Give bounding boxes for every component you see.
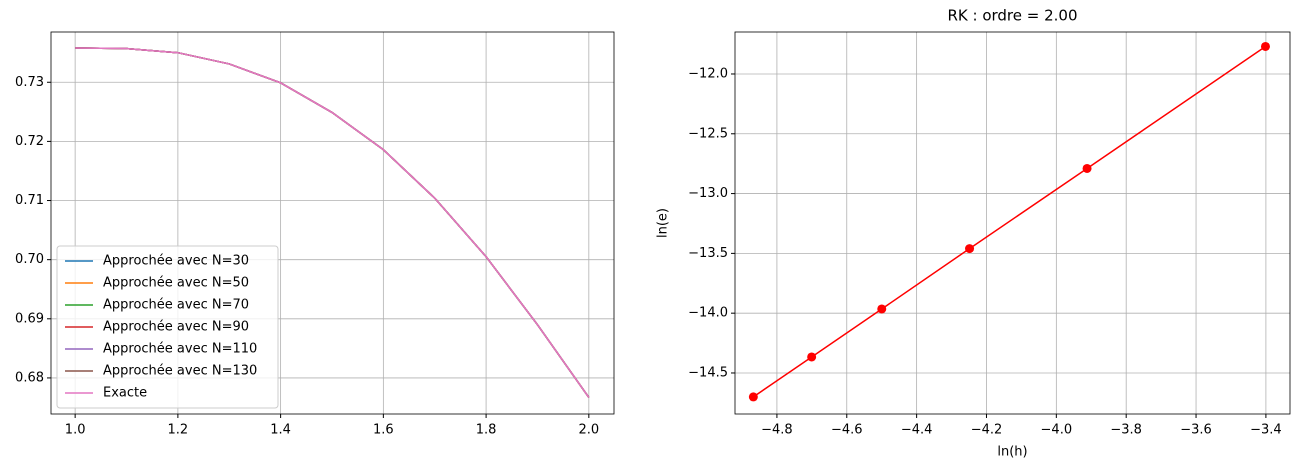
marker bbox=[965, 244, 975, 254]
y-tick-label: −12.0 bbox=[688, 66, 728, 81]
y-axis-label: ln(e) bbox=[656, 208, 671, 238]
y-tick-label: 0.70 bbox=[15, 252, 44, 267]
x-tick-label: −3.8 bbox=[1110, 423, 1142, 438]
y-tick-label: −13.0 bbox=[688, 186, 728, 201]
line bbox=[752, 45, 1266, 398]
chart-title: RK : ordre = 2.00 bbox=[947, 7, 1077, 25]
x-tick-label: 1.8 bbox=[476, 423, 497, 438]
legend-label: Approchée avec N=70 bbox=[103, 298, 249, 313]
legend-box bbox=[56, 245, 279, 409]
y-tick-label: −12.5 bbox=[688, 126, 728, 141]
y-tick-label: 0.68 bbox=[15, 370, 44, 385]
y-tick-label: 0.73 bbox=[15, 75, 44, 90]
x-tick-label: −4.0 bbox=[1041, 423, 1073, 438]
legend-label: Exacte bbox=[103, 386, 147, 401]
legend-label: Approchée avec N=90 bbox=[103, 320, 249, 335]
line bbox=[75, 47, 590, 398]
marker bbox=[1260, 41, 1270, 51]
legend-label: Approchée avec N=110 bbox=[103, 342, 257, 357]
legend-label: Approchée avec N=130 bbox=[103, 364, 257, 379]
y-tick-label: 0.71 bbox=[15, 193, 44, 208]
x-tick-label: 2.0 bbox=[578, 423, 599, 438]
x-tick-label: −4.4 bbox=[901, 423, 933, 438]
x-tick-label: 1.0 bbox=[65, 423, 86, 438]
y-tick-label: 0.69 bbox=[15, 311, 44, 326]
x-tick-label: −4.8 bbox=[761, 423, 793, 438]
y-tick-label: −14.0 bbox=[688, 306, 728, 321]
axes-frame bbox=[50, 31, 615, 415]
y-tick-label: 0.72 bbox=[15, 134, 44, 149]
x-tick-label: −3.4 bbox=[1250, 423, 1282, 438]
y-tick-label: −13.5 bbox=[688, 246, 728, 261]
y-tick-label: −14.5 bbox=[688, 365, 728, 380]
marker bbox=[748, 392, 758, 402]
x-tick-label: 1.6 bbox=[373, 423, 394, 438]
x-tick-label: −4.2 bbox=[971, 423, 1003, 438]
marker bbox=[1082, 163, 1092, 173]
marker bbox=[877, 304, 887, 314]
x-tick-label: −3.6 bbox=[1180, 423, 1212, 438]
x-axis-label: ln(h) bbox=[997, 445, 1027, 460]
marker bbox=[807, 352, 817, 362]
legend-label: Approchée avec N=30 bbox=[103, 254, 249, 269]
legend: Approchée avec N=30 Approchée avec N=50 Ap… bbox=[56, 245, 279, 409]
legend-label: Approchée avec N=50 bbox=[103, 276, 249, 291]
x-tick-label: 1.4 bbox=[270, 423, 291, 438]
x-tick-label: 1.2 bbox=[168, 423, 189, 438]
axes-frame bbox=[734, 31, 1291, 415]
x-tick-label: −4.6 bbox=[831, 423, 863, 438]
